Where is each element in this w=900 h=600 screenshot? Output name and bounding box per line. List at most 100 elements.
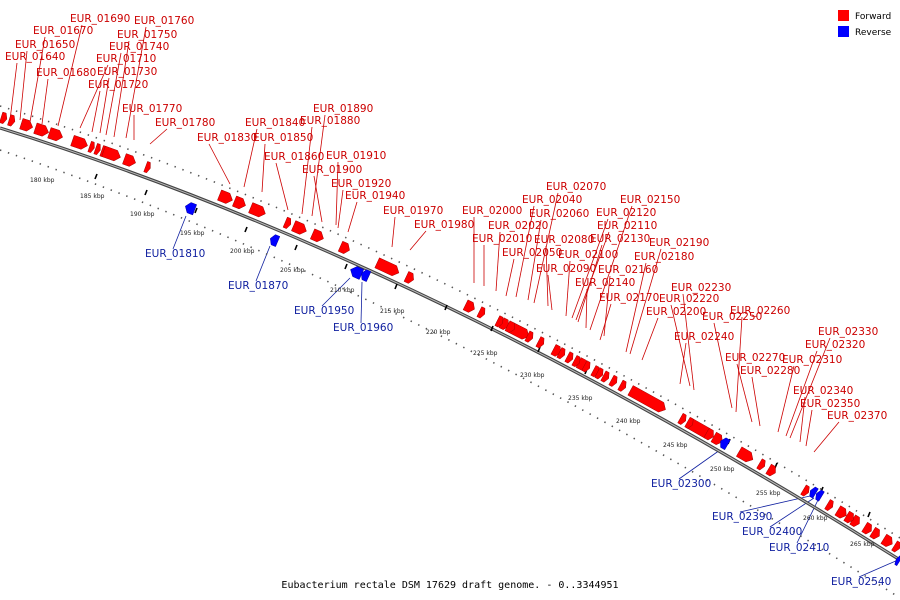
- forward-label-connector: [777, 365, 795, 433]
- reverse-label-connector: [172, 215, 187, 250]
- forward-gene-arrow[interactable]: [0, 111, 8, 124]
- reverse-gene-arrow[interactable]: [815, 489, 825, 502]
- reverse-gene-label: EUR_01950: [294, 305, 354, 317]
- reverse-gene-arrow[interactable]: [809, 486, 819, 499]
- forward-gene-arrow[interactable]: [869, 526, 880, 540]
- forward-gene-label: EUR_02000: [462, 205, 522, 217]
- forward-gene-arrow[interactable]: [248, 202, 266, 218]
- forward-label-connector: [799, 396, 806, 443]
- forward-gene-arrow[interactable]: [617, 379, 627, 392]
- ruler-tick-mark: [444, 304, 448, 311]
- ruler-tick-label: 195 kbp: [180, 230, 205, 237]
- forward-gene-arrow[interactable]: [571, 355, 581, 368]
- forward-gene-arrow[interactable]: [217, 189, 233, 204]
- reverse-gene-arrow[interactable]: [720, 437, 731, 451]
- forward-gene-label: EUR_02340: [793, 385, 853, 397]
- forward-gene-label: EUR_02320: [805, 339, 865, 351]
- forward-label-connector: [813, 421, 840, 453]
- ruler-tick-mark: [244, 226, 248, 233]
- forward-gene-arrow[interactable]: [765, 463, 776, 477]
- gene-arrows[interactable]: [0, 111, 900, 567]
- forward-gene-label: EUR_02330: [818, 326, 878, 338]
- forward-gene-arrow[interactable]: [594, 367, 604, 380]
- forward-gene-arrow[interactable]: [735, 446, 754, 463]
- label-connector-lines: [9, 24, 899, 578]
- forward-gene-arrow[interactable]: [564, 351, 574, 364]
- forward-gene-arrow[interactable]: [843, 510, 854, 524]
- reverse-gene-arrow[interactable]: [350, 266, 365, 280]
- reverse-gene-arrow[interactable]: [361, 269, 372, 282]
- forward-gene-arrow[interactable]: [93, 143, 101, 156]
- forward-gene-arrow[interactable]: [684, 416, 694, 429]
- forward-gene-arrow[interactable]: [476, 306, 486, 319]
- forward-gene-arrow[interactable]: [849, 514, 860, 527]
- forward-label-connector: [629, 248, 662, 355]
- forward-gene-label: EUR_02200: [646, 306, 706, 318]
- forward-gene-arrow[interactable]: [374, 257, 400, 277]
- forward-gene-label: EUR_01830: [197, 132, 257, 144]
- forward-label-connector: [751, 376, 761, 427]
- forward-gene-arrow[interactable]: [556, 347, 566, 360]
- forward-label-connector: [789, 337, 831, 439]
- forward-gene-label: EUR_01880: [300, 115, 360, 127]
- reverse-gene-arrow[interactable]: [270, 234, 281, 247]
- forward-gene-arrow[interactable]: [19, 118, 34, 132]
- forward-gene-arrow[interactable]: [880, 533, 893, 547]
- forward-gene-arrow[interactable]: [232, 195, 246, 210]
- forward-gene-arrow[interactable]: [891, 540, 900, 553]
- reverse-gene-arrow[interactable]: [894, 555, 900, 567]
- forward-gene-arrow[interactable]: [677, 412, 687, 425]
- forward-gene-arrow[interactable]: [337, 240, 350, 254]
- forward-gene-arrow[interactable]: [524, 330, 534, 343]
- forward-label-connector: [99, 77, 110, 134]
- forward-gene-label: EUR_01780: [155, 117, 215, 129]
- forward-gene-arrow[interactable]: [462, 299, 475, 313]
- forward-gene-arrow[interactable]: [87, 140, 95, 153]
- forward-gene-arrow[interactable]: [70, 135, 88, 150]
- forward-gene-arrow[interactable]: [143, 161, 151, 174]
- forward-gene-arrow[interactable]: [7, 114, 16, 127]
- forward-gene-arrow[interactable]: [47, 127, 63, 142]
- forward-gene-label: EUR_01650: [15, 39, 75, 51]
- forward-gene-arrow[interactable]: [861, 521, 872, 535]
- forward-label-connector: [571, 218, 609, 319]
- forward-gene-arrow[interactable]: [834, 505, 847, 519]
- forward-gene-arrow[interactable]: [824, 499, 834, 511]
- forward-gene-arrow[interactable]: [756, 458, 766, 471]
- forward-gene-arrow[interactable]: [494, 315, 504, 328]
- ruler-tick-mark: [194, 207, 198, 214]
- forward-label-connector: [337, 189, 344, 229]
- forward-gene-arrow[interactable]: [101, 145, 121, 162]
- forward-gene-arrow[interactable]: [122, 153, 136, 167]
- forward-gene-arrow[interactable]: [33, 122, 49, 137]
- forward-gene-arrow[interactable]: [703, 427, 714, 441]
- forward-gene-arrow[interactable]: [600, 370, 610, 383]
- forward-gene-arrow[interactable]: [504, 320, 515, 334]
- forward-gene-label: EUR_01670: [33, 25, 93, 37]
- reverse-gene-label: EUR_02540: [831, 576, 891, 588]
- forward-gene-arrow[interactable]: [291, 220, 307, 235]
- forward-label-connector: [736, 363, 753, 423]
- forward-label-connector: [670, 304, 691, 387]
- reverse-gene-arrow[interactable]: [185, 202, 197, 216]
- genome-caption: Eubacterium rectale DSM 17629 draft geno…: [281, 580, 618, 591]
- reverse-gene-label: EUR_01810: [145, 248, 205, 260]
- ruler-tick-label: 210 kbp: [330, 287, 355, 294]
- forward-gene-arrow[interactable]: [309, 228, 324, 243]
- forward-label-connector: [125, 26, 147, 139]
- forward-gene-arrow[interactable]: [627, 385, 666, 413]
- forward-gene-arrow[interactable]: [535, 336, 545, 349]
- forward-gene-arrow[interactable]: [710, 431, 723, 445]
- forward-gene-label: EUR_02230: [671, 282, 731, 294]
- forward-gene-arrow[interactable]: [282, 216, 292, 229]
- forward-gene-arrow[interactable]: [581, 360, 591, 373]
- forward-gene-arrow[interactable]: [800, 484, 810, 497]
- forward-label-connector: [495, 231, 501, 292]
- forward-label-connector: [545, 245, 549, 307]
- forward-label-connector: [735, 316, 743, 413]
- forward-gene-arrow[interactable]: [403, 271, 414, 284]
- forward-gene-label: EUR_01750: [117, 29, 177, 41]
- genome-backbone: [0, 105, 900, 599]
- forward-label-connector: [335, 161, 339, 226]
- forward-gene-arrow[interactable]: [608, 374, 618, 387]
